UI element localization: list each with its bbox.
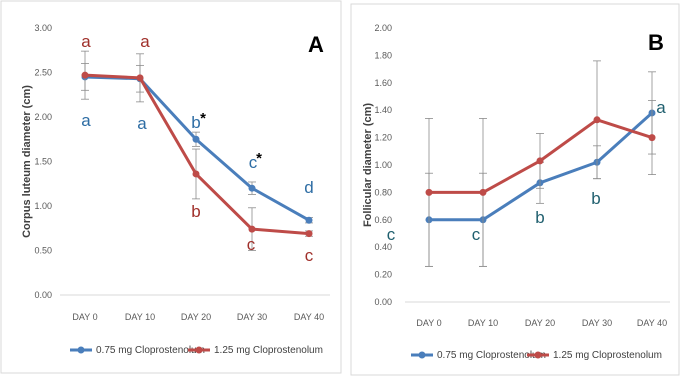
legend-swatch-marker xyxy=(77,346,85,354)
data-point xyxy=(305,216,313,224)
y-tick-label: 0.80 xyxy=(374,187,392,197)
significance-letter: b xyxy=(591,189,600,208)
legend-label: 1.25 mg Cloprostenolum xyxy=(214,345,323,356)
significance-letter: b xyxy=(191,202,200,221)
significance-letter: d xyxy=(304,178,313,197)
x-tick-label: DAY 40 xyxy=(637,318,667,328)
legend-label: 1.25 mg Cloprostenolum xyxy=(553,350,662,361)
significance-letter: a xyxy=(81,111,91,130)
significance-letter: b xyxy=(191,113,200,132)
data-point xyxy=(305,230,313,238)
legend-swatch-marker xyxy=(418,351,426,359)
chart-panel-a: 0.00 0.50 1.00 1.50 2.00 2.50 3.00 Corpus luteu… xyxy=(21,23,330,356)
y-tick-label: 0.50 xyxy=(34,246,52,256)
x-tick-label: DAY 0 xyxy=(416,318,441,328)
y-tick-label: 1.60 xyxy=(374,78,392,88)
significance-letter: c xyxy=(247,235,256,254)
y-tick-label: 1.40 xyxy=(374,105,392,115)
x-tick-label: DAY 20 xyxy=(181,312,211,322)
significance-letter: a xyxy=(656,98,666,117)
chart-panel-b: 0.00 0.20 0.40 0.60 0.80 1.00 1.20 1.40 1.60 1.80… xyxy=(362,23,670,361)
data-point xyxy=(536,157,544,165)
y-tick-label: 0.00 xyxy=(374,297,392,307)
data-point xyxy=(192,135,200,143)
y-axis-label: Corpus luteum diameter (cm) xyxy=(21,85,33,238)
data-point xyxy=(248,225,256,233)
panel-label: B xyxy=(648,30,664,55)
data-point xyxy=(648,134,656,142)
x-tick-label: DAY 20 xyxy=(525,318,555,328)
x-tick-label: DAY 10 xyxy=(125,312,155,322)
legend-swatch-marker xyxy=(195,346,203,354)
significance-asterisk: * xyxy=(256,150,262,167)
y-tick-label: 2.00 xyxy=(374,23,392,33)
legend-swatch-marker xyxy=(534,351,542,359)
x-tick-label: DAY 10 xyxy=(468,318,498,328)
y-tick-label: 1.00 xyxy=(374,160,392,170)
y-tick-label: 0.40 xyxy=(374,242,392,252)
y-tick-label: 1.00 xyxy=(34,201,52,211)
data-point xyxy=(593,116,601,124)
panel-a-border xyxy=(0,0,342,374)
significance-letter: a xyxy=(137,114,147,133)
significance-letter: a xyxy=(81,32,91,51)
legend-label: 0.75 mg Cloprostenolum xyxy=(96,345,205,356)
data-point xyxy=(192,170,200,178)
significance-letter: c xyxy=(249,153,258,172)
y-tick-label: 1.20 xyxy=(374,133,392,143)
y-tick-label: 2.00 xyxy=(34,112,52,122)
x-tick-label: DAY 30 xyxy=(582,318,612,328)
significance-letter: c xyxy=(387,225,396,244)
y-tick-label: 2.50 xyxy=(34,68,52,78)
y-tick-label: 1.80 xyxy=(374,50,392,60)
y-tick-label: 1.50 xyxy=(34,157,52,167)
data-point xyxy=(248,184,256,192)
significance-letter: c xyxy=(472,225,481,244)
y-tick-label: 3.00 xyxy=(34,23,52,33)
significance-letter: a xyxy=(140,32,150,51)
data-point xyxy=(81,71,89,79)
x-tick-label: DAY 0 xyxy=(72,312,97,322)
panel-label: A xyxy=(308,32,324,57)
data-point xyxy=(479,188,487,196)
significance-letter: c xyxy=(305,246,314,265)
y-tick-label: 0.20 xyxy=(374,270,392,280)
data-point xyxy=(425,188,433,196)
data-point xyxy=(136,74,144,82)
y-axis-label: Follicular diameter (cm) xyxy=(362,103,374,227)
x-tick-label: DAY 40 xyxy=(294,312,324,322)
legend-label: 0.75 mg Cloprostenolum xyxy=(437,350,546,361)
y-tick-label: 0.60 xyxy=(374,215,392,225)
panel-b-border xyxy=(350,3,680,376)
y-tick-label: 0.00 xyxy=(34,290,52,300)
significance-letter: b xyxy=(535,208,544,227)
significance-asterisk: * xyxy=(200,110,206,127)
x-tick-label: DAY 30 xyxy=(237,312,267,322)
